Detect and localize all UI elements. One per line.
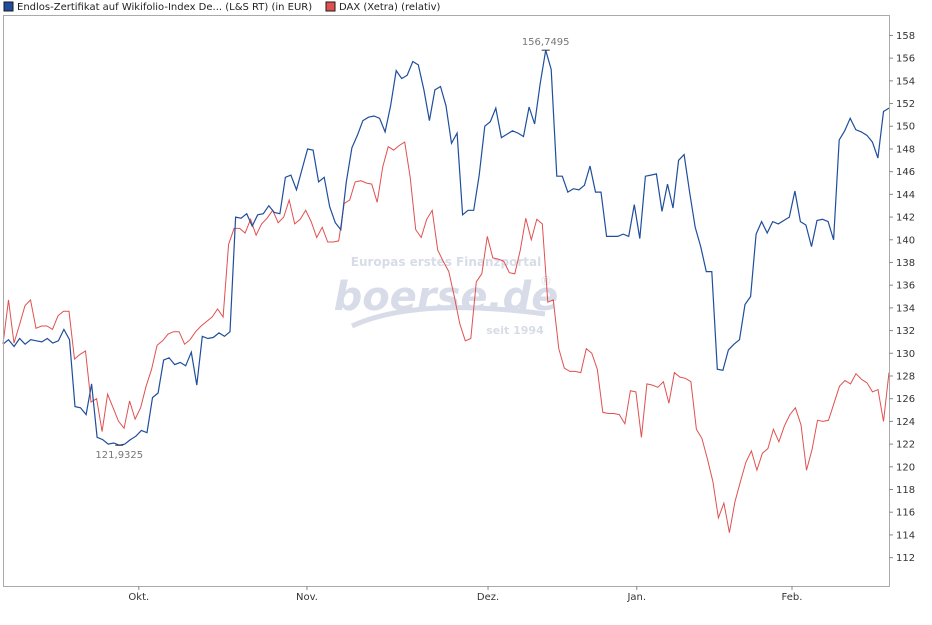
legend-entry-2[interactable]: DAX (Xetra) (relativ)	[325, 1, 441, 13]
y-tick-label: 116	[896, 508, 915, 519]
y-tick-label: 120	[896, 462, 915, 473]
y-tick-label: 124	[896, 417, 915, 428]
legend-swatch-2	[325, 1, 336, 12]
y-tick-label: 158	[896, 31, 915, 42]
legend-entry-1[interactable]: Endlos-Zertifikat auf Wikifolio-Index De…	[3, 1, 312, 13]
y-tick-label: 126	[896, 394, 915, 405]
watermark-swoosh	[350, 305, 546, 329]
watermark: Europas erstes Finanzportal boerse.de ® …	[334, 255, 559, 337]
annotation-low-value: 121,9325	[95, 450, 143, 461]
legend: Endlos-Zertifikat auf Wikifolio-Index De…	[3, 1, 441, 13]
x-tick-label: Nov.	[296, 592, 318, 603]
y-tick-label: 122	[896, 440, 915, 451]
x-tick-label: Feb.	[782, 592, 803, 603]
series-line-dax	[2, 141, 890, 533]
y-axis: 158 156 154 152 150 148 146 144 142 140 138 136 134 1…	[889, 31, 915, 564]
legend-label-1: Endlos-Zertifikat auf Wikifolio-Index De…	[17, 2, 312, 13]
legend-label-2: DAX (Xetra) (relativ)	[339, 2, 441, 13]
annotation-high-value: 156,7495	[522, 37, 570, 48]
y-tick-label: 130	[896, 349, 915, 360]
y-tick-label: 142	[896, 213, 915, 224]
y-tick-label: 156	[896, 54, 915, 65]
y-tick-label: 152	[896, 99, 915, 110]
y-tick-label: 134	[896, 303, 915, 314]
series-line-certificate	[2, 50, 890, 446]
y-tick-label: 144	[896, 190, 915, 201]
y-tick-label: 112	[896, 553, 915, 564]
y-tick-label: 136	[896, 281, 915, 292]
y-tick-label: 114	[896, 530, 915, 541]
y-tick-label: 118	[896, 485, 915, 496]
y-tick-label: 148	[896, 144, 915, 155]
y-tick-label: 146	[896, 167, 915, 178]
y-tick-label: 150	[896, 122, 915, 133]
y-tick-label: 138	[896, 258, 915, 269]
plot-frame	[3, 15, 890, 587]
y-tick-label: 154	[896, 76, 915, 87]
x-tick-label: Okt.	[128, 592, 149, 603]
y-tick-label: 128	[896, 371, 915, 382]
x-tick-label: Dez.	[477, 592, 499, 603]
y-tick-label: 140	[896, 235, 915, 246]
x-axis: Okt.Nov.Dez.Jan.Feb.März	[128, 586, 803, 603]
x-tick-label: Jan.	[626, 592, 646, 603]
watermark-since: seit 1994	[486, 324, 544, 337]
y-tick-label: 132	[896, 326, 915, 337]
legend-swatch-1	[3, 1, 14, 12]
